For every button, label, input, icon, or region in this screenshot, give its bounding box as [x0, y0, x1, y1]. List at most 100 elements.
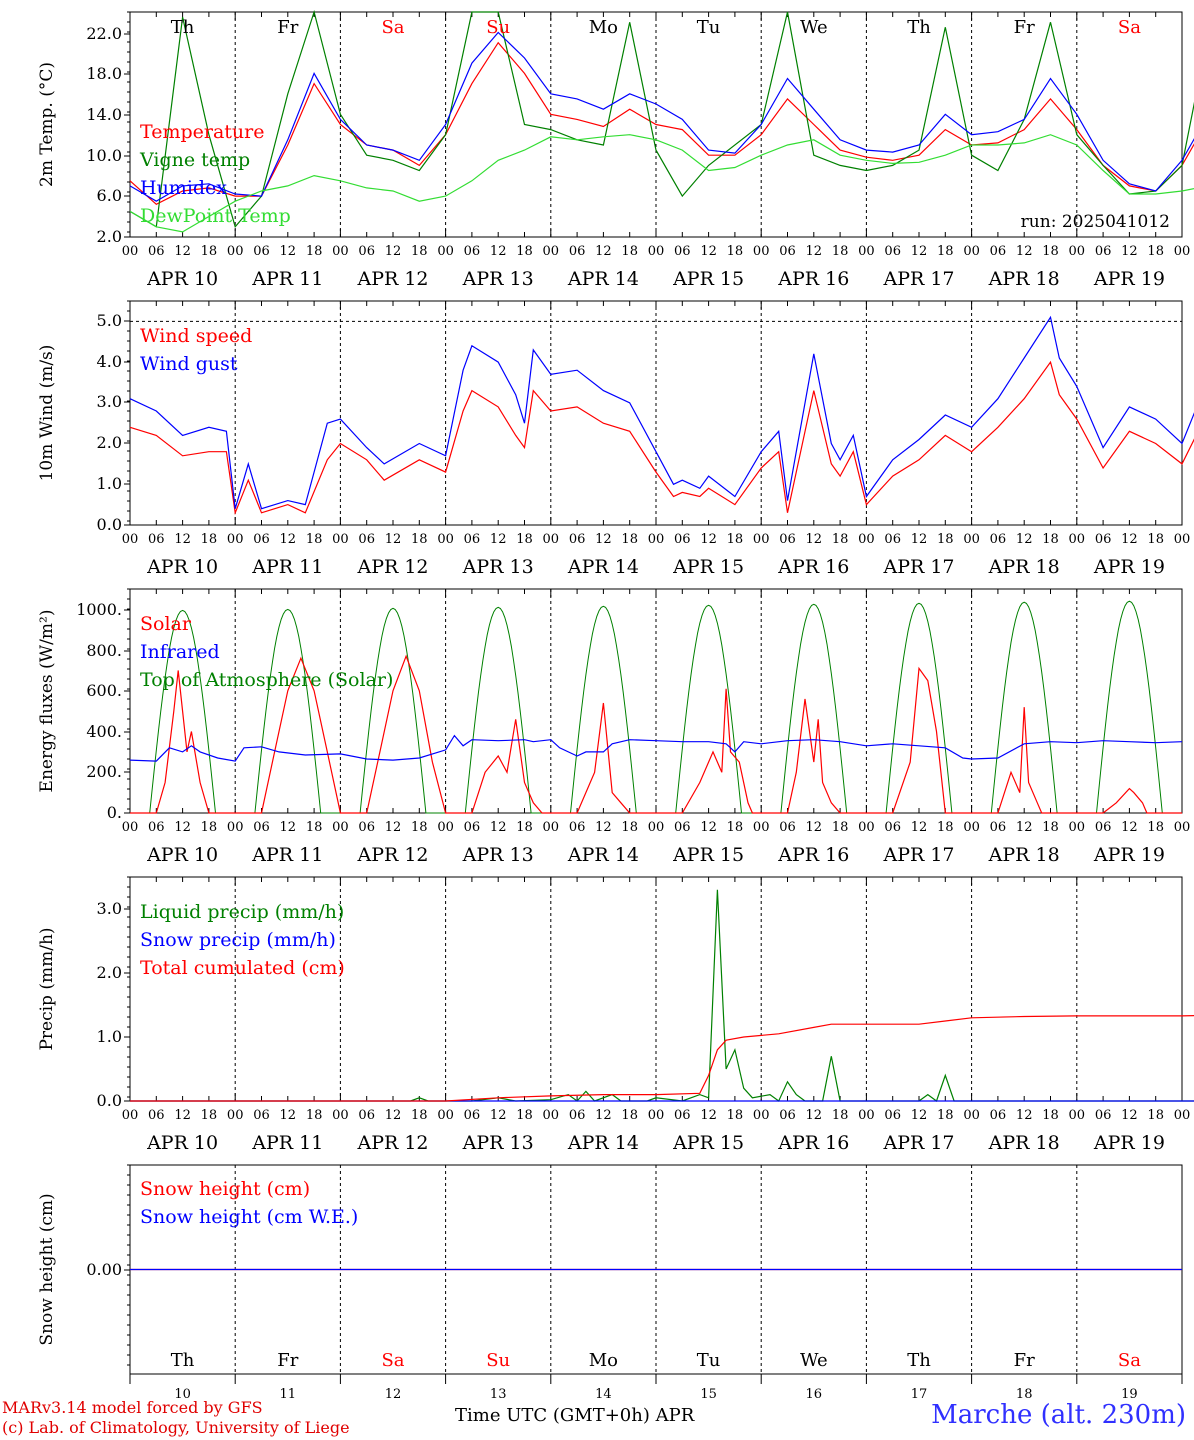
run-annotation: run: 2025041012: [1021, 212, 1170, 232]
weekday-label: Fr: [1014, 17, 1035, 38]
hour-label: 00: [1069, 244, 1086, 259]
weekday-label: Fr: [1014, 1350, 1035, 1371]
hour-label: 12: [490, 532, 507, 547]
hour-label: 12: [1016, 532, 1033, 547]
weekday-label: Su: [486, 17, 510, 38]
hour-label: 00: [122, 1108, 139, 1123]
hour-label: 12: [1016, 244, 1033, 259]
hour-label: 18: [621, 532, 638, 547]
day-label: APR 10: [146, 1132, 218, 1154]
hour-label: 00: [858, 1108, 875, 1123]
legend-entry: Snow height (cm): [140, 1178, 310, 1200]
hour-label: 00: [332, 532, 349, 547]
day-label: APR 13: [462, 1132, 534, 1154]
hour-label: 18: [1147, 244, 1164, 259]
y-tick-label: 14.0: [86, 105, 122, 124]
hour-label: 06: [1095, 532, 1112, 547]
hour-label: 00: [543, 1108, 560, 1123]
hour-label: 00: [1069, 532, 1086, 547]
weekday-label: We: [800, 17, 828, 38]
hour-label: 00: [1174, 1108, 1191, 1123]
hour-label: 06: [674, 1108, 691, 1123]
station-name: Marche (alt. 230m): [931, 1400, 1186, 1430]
hour-label: 18: [832, 1108, 849, 1123]
y-axis-label: Precip (mm/h): [37, 927, 57, 1050]
hour-label: 12: [1121, 1108, 1138, 1123]
day-label: APR 17: [882, 556, 954, 578]
hour-label: 18: [727, 1108, 744, 1123]
hour-label: 06: [674, 532, 691, 547]
y-tick-label: 200.: [86, 762, 122, 781]
hour-label: 12: [806, 532, 823, 547]
day-number: 18: [1016, 1387, 1033, 1400]
day-label: APR 15: [672, 844, 744, 866]
hour-label: 18: [516, 244, 533, 259]
hour-label: 12: [1121, 532, 1138, 547]
hour-label: 18: [727, 244, 744, 259]
hour-label: 00: [648, 532, 665, 547]
hour-label: 00: [332, 820, 349, 835]
y-axis-label: 2m Temp. (°C): [37, 62, 57, 187]
hour-label: 00: [753, 1108, 770, 1123]
day-label: APR 14: [567, 268, 639, 290]
plot-frame: [129, 300, 1183, 526]
hour-label: 12: [385, 820, 402, 835]
legend-entry: Infrared: [140, 641, 220, 663]
y-tick-label: 600.: [86, 681, 122, 700]
hour-label: 00: [227, 1108, 244, 1123]
day-number: 12: [385, 1387, 402, 1400]
hour-label: 18: [832, 244, 849, 259]
hour-label: 12: [1016, 820, 1033, 835]
hour-label: 00: [543, 532, 560, 547]
series-line: [129, 41, 1194, 206]
hour-label: 06: [674, 820, 691, 835]
y-tick-label: 5.0: [97, 311, 122, 330]
hour-label: 18: [306, 244, 323, 259]
hour-label: 06: [253, 244, 270, 259]
hour-label: 12: [700, 244, 717, 259]
hour-label: 06: [569, 820, 586, 835]
hour-label: 00: [753, 532, 770, 547]
hour-label: 06: [253, 1108, 270, 1123]
y-tick-label: 22.0: [86, 24, 122, 43]
weekday-label: Su: [486, 1350, 510, 1371]
series-line: [129, 315, 1194, 510]
hour-label: 18: [306, 820, 323, 835]
hour-label: 00: [437, 1108, 454, 1123]
hour-label: 18: [1042, 1108, 1059, 1123]
hour-label: 00: [963, 532, 980, 547]
series-line: [129, 9, 1194, 229]
weekday-label: Fr: [277, 17, 298, 38]
hour-label: 00: [1174, 244, 1191, 259]
y-axis-label: Snow height (cm): [37, 1193, 57, 1345]
weekday-label: Sa: [381, 1350, 404, 1371]
hour-label: 00: [858, 820, 875, 835]
hour-label: 18: [937, 244, 954, 259]
hour-label: 06: [779, 244, 796, 259]
weekday-label: Th: [171, 17, 195, 38]
hour-label: 00: [543, 244, 560, 259]
day-label: APR 12: [356, 556, 428, 578]
hour-label: 18: [516, 1108, 533, 1123]
day-label: APR 12: [356, 1132, 428, 1154]
hour-label: 06: [358, 820, 375, 835]
day-label: APR 10: [146, 556, 218, 578]
day-label: APR 14: [567, 556, 639, 578]
legend-entry: Wind speed: [140, 325, 252, 347]
hour-label: 06: [148, 1108, 165, 1123]
hour-label: 12: [280, 244, 297, 259]
y-tick-label: 1000.: [76, 600, 122, 619]
legend-entry: Snow precip (mm/h): [140, 929, 336, 951]
weekday-label: We: [800, 1350, 828, 1371]
legend-entry: Temperature: [140, 121, 264, 143]
hour-label: 18: [201, 820, 218, 835]
hour-label: 12: [490, 820, 507, 835]
hour-label: 00: [227, 820, 244, 835]
hour-label: 06: [464, 820, 481, 835]
hour-label: 00: [437, 820, 454, 835]
plot-frame: [129, 588, 1183, 814]
series-line: [130, 654, 1182, 814]
day-label: APR 16: [777, 268, 849, 290]
series-line: [129, 31, 1194, 202]
day-label: APR 11: [251, 268, 323, 290]
